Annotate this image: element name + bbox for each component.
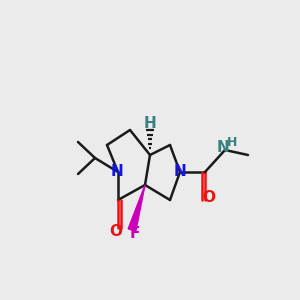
Text: F: F bbox=[130, 226, 140, 242]
Text: N: N bbox=[217, 140, 230, 155]
Text: H: H bbox=[144, 116, 156, 131]
Text: H: H bbox=[227, 136, 237, 149]
Polygon shape bbox=[128, 185, 145, 231]
Text: N: N bbox=[111, 164, 123, 179]
Text: N: N bbox=[174, 164, 186, 179]
Text: O: O bbox=[110, 224, 122, 238]
Text: O: O bbox=[202, 190, 215, 205]
